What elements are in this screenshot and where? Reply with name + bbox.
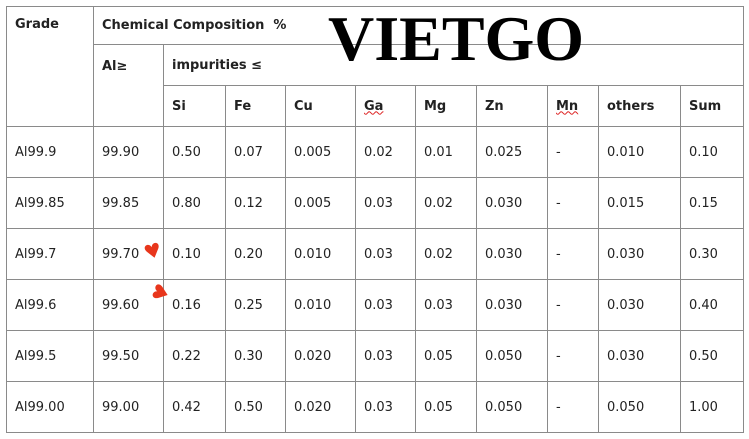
value-cell: 0.20 [225, 228, 286, 280]
value-cell: 99.85 [93, 177, 164, 229]
value-cell: - [547, 381, 599, 433]
grade-cell: Al99.85 [6, 177, 94, 229]
value-cell: 0.005 [285, 177, 356, 229]
value-cell: 0.03 [355, 330, 416, 382]
value-cell: 0.50 [680, 330, 744, 382]
data-row: Al99.6 99.60 0.16 0.25 0.010 0.03 0.03 0.030-0.… [6, 279, 744, 331]
data-row: Al99.5 99.50 0.22 0.30 0.020 0.03 0.05 0.050-0.… [6, 330, 744, 382]
value-cell: - [547, 126, 599, 178]
value-cell: 99.90 [93, 126, 164, 178]
value-cell: 0.25 [225, 279, 286, 331]
data-row: Al99.85 99.85 0.80 0.12 0.005 0.03 0.02 0.030-0… [6, 177, 744, 229]
value-cell: 0.03 [355, 279, 416, 331]
value-cell: 0.02 [355, 126, 416, 178]
value-cell: 0.010 [285, 228, 356, 280]
value-cell: - [547, 228, 599, 280]
value-cell: 0.50 [163, 126, 226, 178]
value-cell: 0.02 [415, 228, 477, 280]
data-row: Al99.00 99.00 0.42 0.50 0.020 0.03 0.05 0.050-0… [6, 381, 744, 433]
value-cell: 0.12 [225, 177, 286, 229]
element-header: Ga [355, 85, 416, 127]
value-cell: 0.03 [355, 381, 416, 433]
value-cell: 99.60 [93, 279, 164, 331]
element-header: Mg [415, 85, 477, 127]
value-cell: 0.07 [225, 126, 286, 178]
composition-header: Chemical Composition % [93, 6, 744, 45]
grade-cell: Al99.9 [6, 126, 94, 178]
value-cell: 0.030 [476, 228, 548, 280]
value-cell: 0.03 [355, 177, 416, 229]
al-header: Al≥ [93, 44, 164, 127]
value-cell: 0.030 [598, 330, 681, 382]
grade-cell: Al99.5 [6, 330, 94, 382]
value-cell: 0.050 [476, 381, 548, 433]
value-cell: 0.01 [415, 126, 477, 178]
value-cell: - [547, 279, 599, 331]
value-cell: 0.015 [598, 177, 681, 229]
value-cell: 0.025 [476, 126, 548, 178]
value-cell: 0.010 [598, 126, 681, 178]
element-header: Cu [285, 85, 356, 127]
data-row: Al99.9 99.90 0.50 0.07 0.005 0.02 0.01 0.025-0.… [6, 126, 744, 178]
value-cell: 0.020 [285, 381, 356, 433]
value-cell: 1.00 [680, 381, 744, 433]
impurities-header: impurities ≤ [163, 44, 744, 86]
value-cell: 99.50 [93, 330, 164, 382]
value-cell: 0.050 [598, 381, 681, 433]
value-cell: - [547, 177, 599, 229]
value-cell: 0.30 [225, 330, 286, 382]
element-header: Mn [547, 85, 599, 127]
value-cell: 0.22 [163, 330, 226, 382]
header-row: Grade Chemical Composition % [6, 6, 744, 127]
value-cell: 0.16 [163, 279, 226, 331]
element-header: others [598, 85, 681, 127]
value-cell: 0.30 [680, 228, 744, 280]
header-row: Al≥ impurities ≤ [7, 44, 744, 127]
grade-cell: Al99.7 [6, 228, 94, 280]
watermark: VIETGO [328, 3, 585, 74]
value-cell: 0.50 [225, 381, 286, 433]
grade-cell: Al99.00 [6, 381, 94, 433]
value-cell: 0.42 [163, 381, 226, 433]
grade-header: Grade [6, 6, 94, 127]
value-cell: 0.050 [476, 330, 548, 382]
value-cell: 0.05 [415, 330, 477, 382]
value-cell: 0.020 [285, 330, 356, 382]
data-row: Al99.7 99.70 0.10 0.20 0.010 0.03 0.02 0.030-0.… [6, 228, 744, 280]
element-row: Si Fe Cu Ga Mg Zn Mn others Sum [7, 85, 744, 127]
value-cell: 99.70 [93, 228, 164, 280]
value-cell: 0.030 [598, 228, 681, 280]
value-cell: 0.030 [476, 279, 548, 331]
value-cell: 0.005 [285, 126, 356, 178]
element-header: Sum [680, 85, 744, 127]
value-cell: 0.05 [415, 381, 477, 433]
value-cell: 0.40 [680, 279, 744, 331]
value-cell: 0.010 [285, 279, 356, 331]
value-cell: 0.80 [163, 177, 226, 229]
element-header: Zn [476, 85, 548, 127]
value-cell: 0.03 [355, 228, 416, 280]
value-cell: 0.02 [415, 177, 477, 229]
value-cell: 0.15 [680, 177, 744, 229]
value-cell: 0.10 [163, 228, 226, 280]
value-cell: 0.030 [476, 177, 548, 229]
value-cell: 99.00 [93, 381, 164, 433]
element-header: Si [163, 85, 226, 127]
value-cell: 0.03 [415, 279, 477, 331]
value-cell: 0.10 [680, 126, 744, 178]
value-cell: - [547, 330, 599, 382]
grade-cell: Al99.6 [6, 279, 94, 331]
value-cell: 0.030 [598, 279, 681, 331]
composition-table: Grade Chemical Composition % Al≥ impurit… [6, 6, 744, 433]
element-header: Fe [225, 85, 286, 127]
